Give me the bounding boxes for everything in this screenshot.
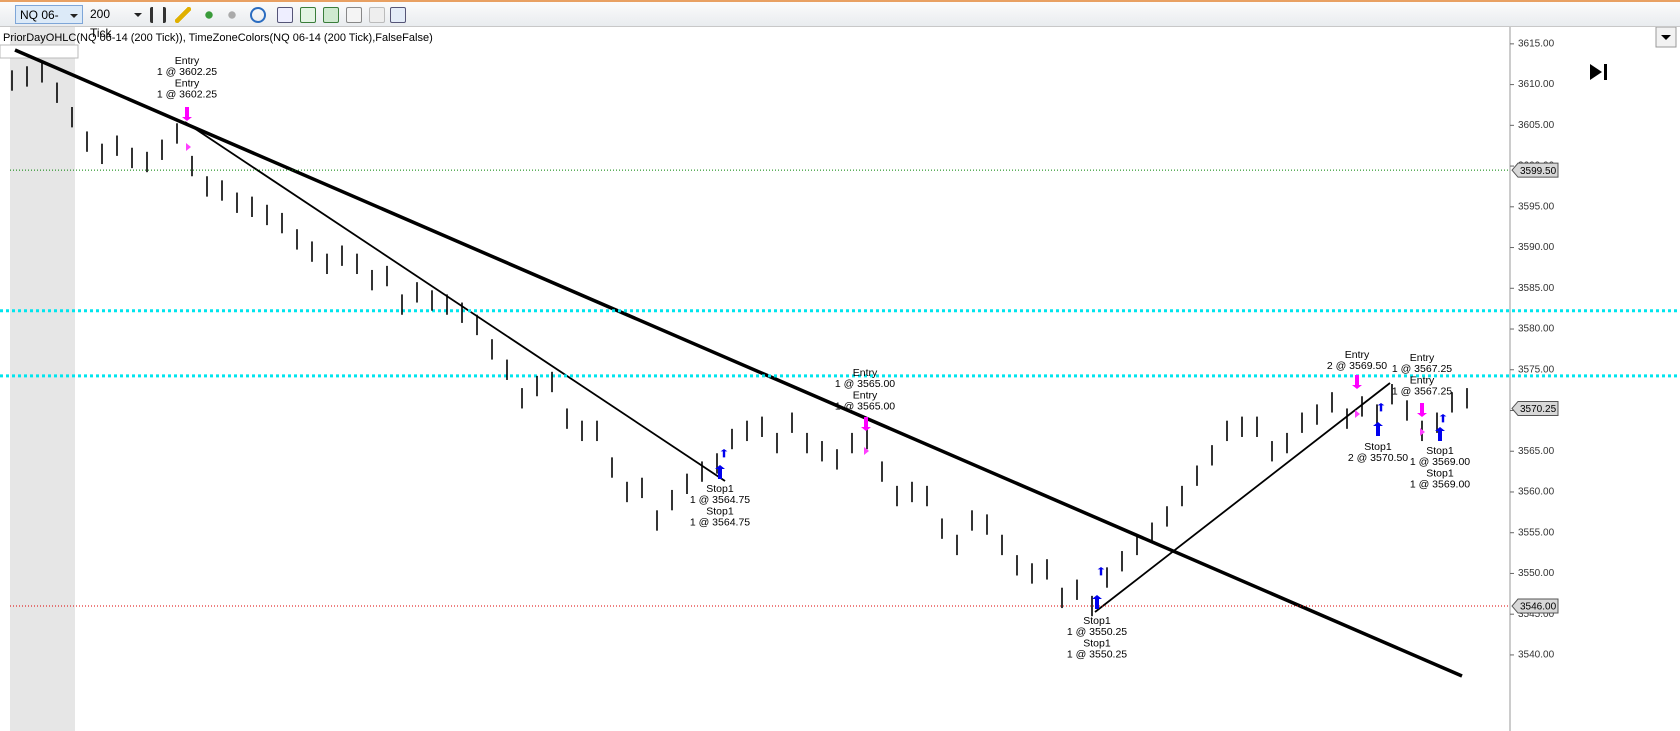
price-marker — [1511, 598, 1559, 614]
y-tick-label: 3595.00 — [1518, 201, 1555, 212]
tooltip-box — [0, 44, 79, 59]
y-tick-label: 3565.00 — [1518, 446, 1555, 457]
trade-annotation: Stop1 — [706, 505, 734, 517]
indicator-label: PriorDayOHLC(NQ 06-14 (200 Tick)), TimeZ… — [3, 32, 433, 44]
trade-annotation: 1 @ 3565.00 — [835, 378, 895, 390]
trade-annotation: Stop1 — [1426, 445, 1454, 457]
currency-button[interactable] — [369, 7, 385, 23]
instrument-dropdown[interactable]: NQ 06-14 — [15, 5, 83, 41]
session-shade — [10, 27, 75, 731]
execution-arrow — [1092, 595, 1102, 609]
trade-annotation: Entry — [175, 55, 200, 67]
price-marker-label: 3546.00 — [1520, 602, 1557, 613]
y-tick-label: 3605.00 — [1518, 120, 1555, 131]
trade-annotation: 1 @ 3602.25 — [157, 89, 217, 101]
trade-annotation: 1 @ 3550.25 — [1067, 649, 1127, 661]
trade-annotation: Entry — [1410, 374, 1435, 386]
y-tick-label: 3580.00 — [1518, 324, 1555, 335]
price-marker-label: 3599.50 — [1520, 166, 1557, 177]
y-tick-label: 3590.00 — [1518, 242, 1555, 253]
trade-annotation: Stop1 — [1426, 467, 1454, 479]
toolbar: NQ 06-14 200 Tick — [0, 0, 1680, 41]
draw-tool-button[interactable] — [175, 7, 191, 23]
execution-arrow — [1417, 403, 1427, 417]
execution-arrow — [861, 417, 871, 431]
trade-annotation: 1 @ 3564.75 — [690, 494, 750, 506]
trade-annotation: Entry — [853, 389, 878, 401]
y-tick-label: 3585.00 — [1518, 283, 1555, 294]
trade-annotation: Stop1 — [706, 483, 734, 495]
y-tick-label: 3610.00 — [1518, 79, 1555, 90]
bar-type-button[interactable] — [150, 7, 166, 23]
trade-annotation: 1 @ 3565.00 — [835, 401, 895, 413]
interval-dropdown[interactable]: 200 Tick — [86, 5, 146, 40]
trade-annotation: Entry — [175, 77, 200, 89]
y-tick-label: 3555.00 — [1518, 527, 1555, 538]
y-tick-label: 3545.00 — [1518, 609, 1555, 620]
execution-arrow — [1377, 403, 1385, 412]
execution-arrow — [715, 465, 725, 479]
execution-arrow — [1435, 427, 1445, 441]
trade-annotation: Stop1 — [1364, 441, 1392, 453]
trade-annotation: Entry — [1345, 349, 1370, 361]
execution-arrow — [1352, 375, 1362, 389]
indicators-button[interactable] — [300, 7, 316, 23]
execution-marker — [186, 143, 191, 151]
price-marker-label: 3570.25 — [1520, 404, 1557, 415]
trade-annotation: 1 @ 3569.00 — [1410, 479, 1470, 491]
execution-marker — [1420, 428, 1425, 436]
trade-annotation: 1 @ 3564.75 — [690, 517, 750, 529]
execution-marker — [864, 447, 869, 455]
y-tick-label: 3575.00 — [1518, 364, 1555, 375]
remove-button[interactable] — [224, 7, 240, 23]
properties-button[interactable] — [390, 7, 406, 23]
trade-annotation: 1 @ 3567.25 — [1392, 363, 1452, 375]
crosshair-button[interactable] — [250, 7, 266, 23]
execution-arrow — [1439, 414, 1447, 423]
strategies-button[interactable] — [323, 7, 339, 23]
trade-annotation: 2 @ 3569.50 — [1327, 360, 1387, 372]
trade-annotation: 1 @ 3569.00 — [1410, 456, 1470, 468]
chart-style-button[interactable] — [346, 7, 362, 23]
execution-marker — [1355, 410, 1360, 418]
scroll-end-icon — [1590, 64, 1607, 80]
price-marker — [1511, 162, 1559, 178]
trade-annotation: 1 @ 3550.25 — [1067, 626, 1127, 638]
y-tick-label: 3540.00 — [1518, 650, 1555, 661]
execution-arrow — [1097, 567, 1105, 576]
y-tick-label: 3615.00 — [1518, 38, 1555, 49]
price-marker — [1511, 400, 1559, 416]
trade-annotation: 1 @ 3567.25 — [1392, 386, 1452, 398]
trade-annotation: 1 @ 3602.25 — [157, 66, 217, 78]
execution-arrow — [182, 107, 192, 121]
y-tick-label: 3560.00 — [1518, 487, 1555, 498]
trade-annotation: Stop1 — [1083, 637, 1111, 649]
data-box-button[interactable] — [277, 7, 293, 23]
trade-annotation: 2 @ 3570.50 — [1348, 452, 1408, 464]
add-button[interactable] — [201, 7, 217, 23]
execution-arrow — [1373, 422, 1383, 436]
chart: PriorDayOHLC(NQ 06-14 (200 Tick)), TimeZ… — [0, 27, 1680, 731]
trade-annotation: Entry — [853, 367, 878, 379]
menu-arrow — [1661, 35, 1671, 40]
trend-line — [1094, 382, 1391, 613]
trend-line — [14, 48, 1463, 678]
y-tick-label: 3550.00 — [1518, 568, 1555, 579]
trade-annotation: Stop1 — [1083, 615, 1111, 627]
trend-line — [184, 121, 726, 482]
trade-annotation: Entry — [1410, 352, 1435, 364]
execution-arrow — [720, 449, 728, 458]
